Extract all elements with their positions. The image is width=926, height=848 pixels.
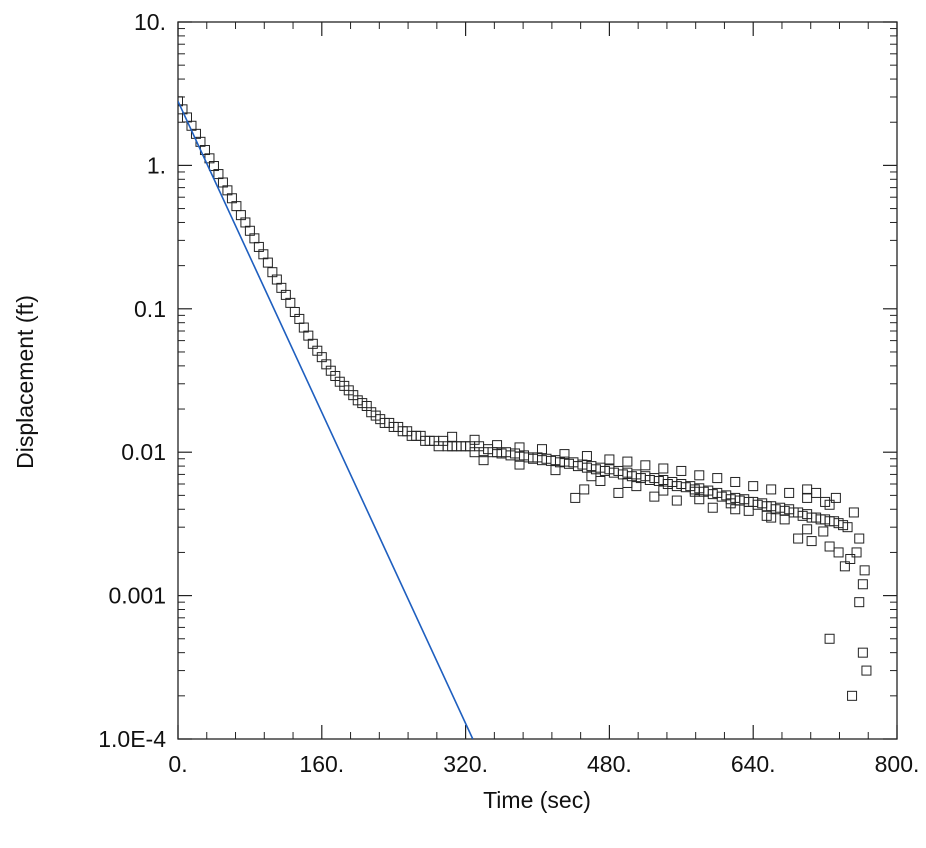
- data-point: [659, 464, 668, 473]
- data-point: [807, 537, 816, 546]
- y-tick-label: 1.: [147, 152, 166, 178]
- data-point: [855, 598, 864, 607]
- data-point: [582, 452, 591, 461]
- data-point: [650, 492, 659, 501]
- data-point: [708, 503, 717, 512]
- data-point: [767, 485, 776, 494]
- data-point: [852, 548, 861, 557]
- data-point: [744, 506, 753, 515]
- data-layer: [174, 97, 871, 739]
- data-point: [803, 493, 812, 502]
- data-point: [537, 445, 546, 454]
- x-tick-label: 160.: [299, 751, 344, 777]
- y-tick-label: 0.001: [108, 583, 166, 609]
- y-tick-label: 1.0E-4: [98, 726, 166, 752]
- y-tick-label: 10.: [134, 9, 166, 35]
- plot-frame-layer: [178, 22, 897, 739]
- x-tick-label: 320.: [443, 751, 488, 777]
- data-point: [713, 474, 722, 483]
- data-point: [858, 648, 867, 657]
- data-point: [780, 515, 789, 524]
- data-point: [695, 471, 704, 480]
- data-point: [860, 566, 869, 575]
- data-point: [803, 485, 812, 494]
- x-tick-label: 0.: [168, 751, 187, 777]
- data-point: [641, 461, 650, 470]
- y-tick-label: 0.1: [134, 296, 166, 322]
- data-point: [596, 476, 605, 485]
- data-point: [448, 432, 457, 441]
- data-point: [731, 477, 740, 486]
- fit-line: [178, 101, 473, 739]
- data-point: [614, 488, 623, 497]
- tick-marks-layer: [178, 22, 897, 739]
- data-point: [831, 493, 840, 502]
- data-point: [855, 534, 864, 543]
- x-tick-label: 800.: [875, 751, 920, 777]
- data-point: [819, 527, 828, 536]
- data-point: [849, 508, 858, 517]
- data-point: [862, 666, 871, 675]
- data-point: [672, 496, 681, 505]
- data-point: [803, 525, 812, 534]
- data-point: [825, 542, 834, 551]
- data-point: [571, 493, 580, 502]
- x-tick-label: 640.: [731, 751, 776, 777]
- x-tick-label: 480.: [587, 751, 632, 777]
- data-point: [834, 548, 843, 557]
- data-point: [605, 455, 614, 464]
- data-point: [677, 466, 686, 475]
- data-point: [848, 691, 857, 700]
- data-point: [794, 534, 803, 543]
- data-point: [825, 634, 834, 643]
- x-axis-label: Time (sec): [483, 787, 591, 813]
- y-tick-label: 0.01: [121, 439, 166, 465]
- data-point: [580, 485, 589, 494]
- y-axis-label: Displacement (ft): [12, 295, 38, 469]
- data-point: [623, 457, 632, 466]
- data-point: [263, 258, 272, 267]
- data-point: [749, 482, 758, 491]
- tick-labels-layer: 0. 160. 320. 480. 640. 800. 10. 1. 0.1 0.01 0.001 1…: [98, 9, 919, 777]
- data-point: [858, 580, 867, 589]
- plot-frame: [178, 22, 897, 739]
- data-point: [785, 488, 794, 497]
- data-point: [812, 488, 821, 497]
